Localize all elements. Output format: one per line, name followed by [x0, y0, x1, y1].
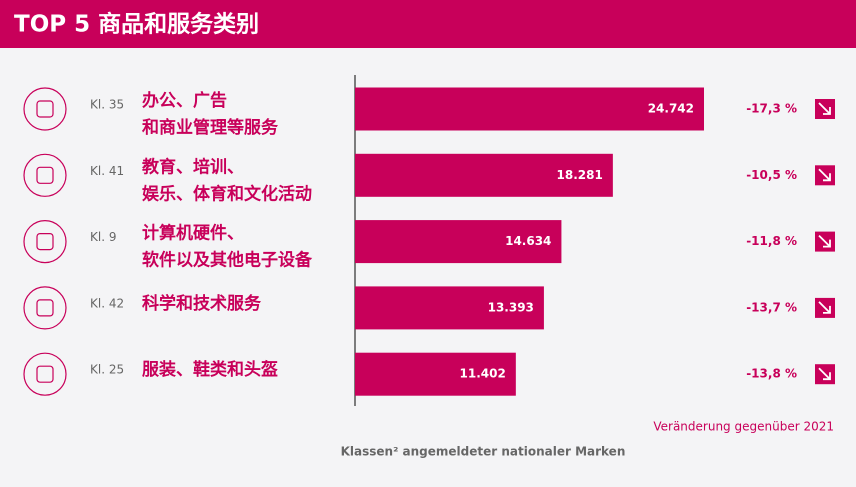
icon-circle [23, 286, 67, 330]
x-label: Klassen² angemeldeter nationaler Marken [341, 445, 626, 459]
bar [355, 87, 704, 131]
icon [36, 100, 54, 118]
category-label: 和商业管理等服务 [142, 117, 279, 138]
trend-arrow [818, 367, 831, 381]
bar [355, 153, 613, 197]
value-label: 18.281 [557, 168, 603, 182]
icon [36, 365, 54, 383]
bar [355, 352, 516, 396]
value-label: 13.393 [488, 300, 534, 314]
chart-title: TOP 5 商品和服务类别 [14, 11, 259, 38]
title-band [0, 0, 856, 48]
bar [355, 220, 562, 264]
class-label: Kl. 35 [90, 98, 124, 112]
class-label: Kl. 42 [90, 296, 124, 310]
category-label: 娱乐、体育和文化活动 [142, 183, 312, 204]
category-label: 软件以及其他电子设备 [142, 250, 313, 271]
trend-arrow [818, 234, 831, 248]
icon [36, 299, 54, 317]
class-label: Kl. 25 [90, 363, 124, 377]
category-label: 教育、培训、 [141, 156, 244, 177]
change-label: -11,8 % [746, 234, 797, 248]
icon-circle [23, 220, 67, 264]
icon [36, 166, 54, 184]
change-caption: Veränderung gegenüber 2021 [653, 420, 834, 434]
icon-circle [23, 87, 67, 131]
icon-circle [23, 352, 67, 396]
value-label: 11.402 [460, 367, 506, 381]
trend-arrow [818, 301, 831, 314]
change-label: -17,3 % [746, 102, 797, 116]
class-label: Kl. 41 [90, 164, 124, 178]
category-label: 科学和技术服务 [142, 293, 262, 314]
trend-arrow [818, 102, 831, 115]
category-label: 计算机硬件、 [142, 223, 244, 244]
icon-circle [23, 153, 67, 197]
category-label: 服装、鞋类和头盔 [142, 359, 278, 380]
class-label: Kl. 9 [90, 230, 116, 244]
value-label: 24.742 [648, 102, 694, 116]
icon [36, 233, 54, 251]
category-label: 办公、广告 [142, 90, 227, 111]
bar [355, 286, 544, 330]
change-label: -13,7 % [746, 300, 797, 314]
value-label: 14.634 [505, 234, 551, 248]
change-label: -13,8 % [746, 367, 797, 381]
change-label: -10,5 % [746, 168, 797, 182]
trend-arrow [818, 168, 831, 182]
